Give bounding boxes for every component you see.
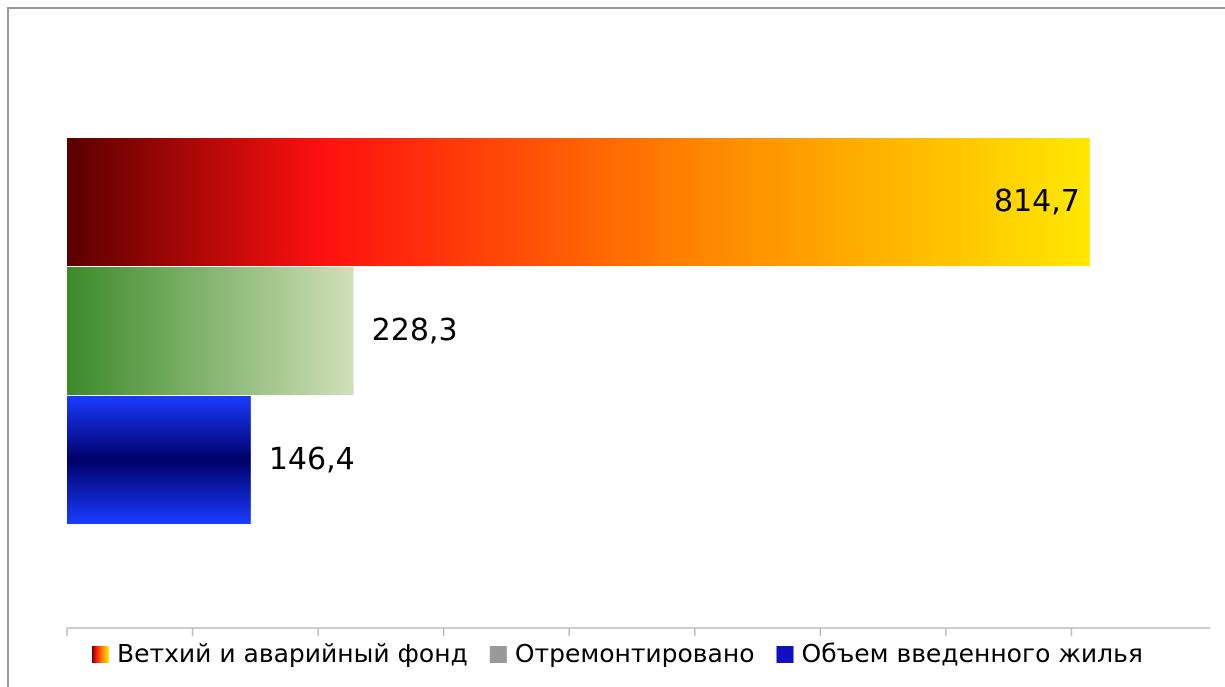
legend-label: Объем введенного жилья	[802, 639, 1143, 668]
bar	[67, 267, 354, 395]
bar	[67, 138, 1090, 266]
chart-frame	[7, 7, 1225, 687]
legend-swatch	[776, 646, 794, 663]
legend-swatch	[489, 646, 507, 663]
legend-swatch	[92, 646, 109, 663]
legend-label: Ветхий и аварийный фонд	[117, 639, 468, 668]
value-label: 814,7	[994, 184, 1080, 219]
value-label: 146,4	[269, 442, 355, 477]
value-label: 228,3	[372, 313, 458, 348]
legend-label: Отремонтировано	[515, 639, 755, 668]
bar	[67, 396, 251, 524]
